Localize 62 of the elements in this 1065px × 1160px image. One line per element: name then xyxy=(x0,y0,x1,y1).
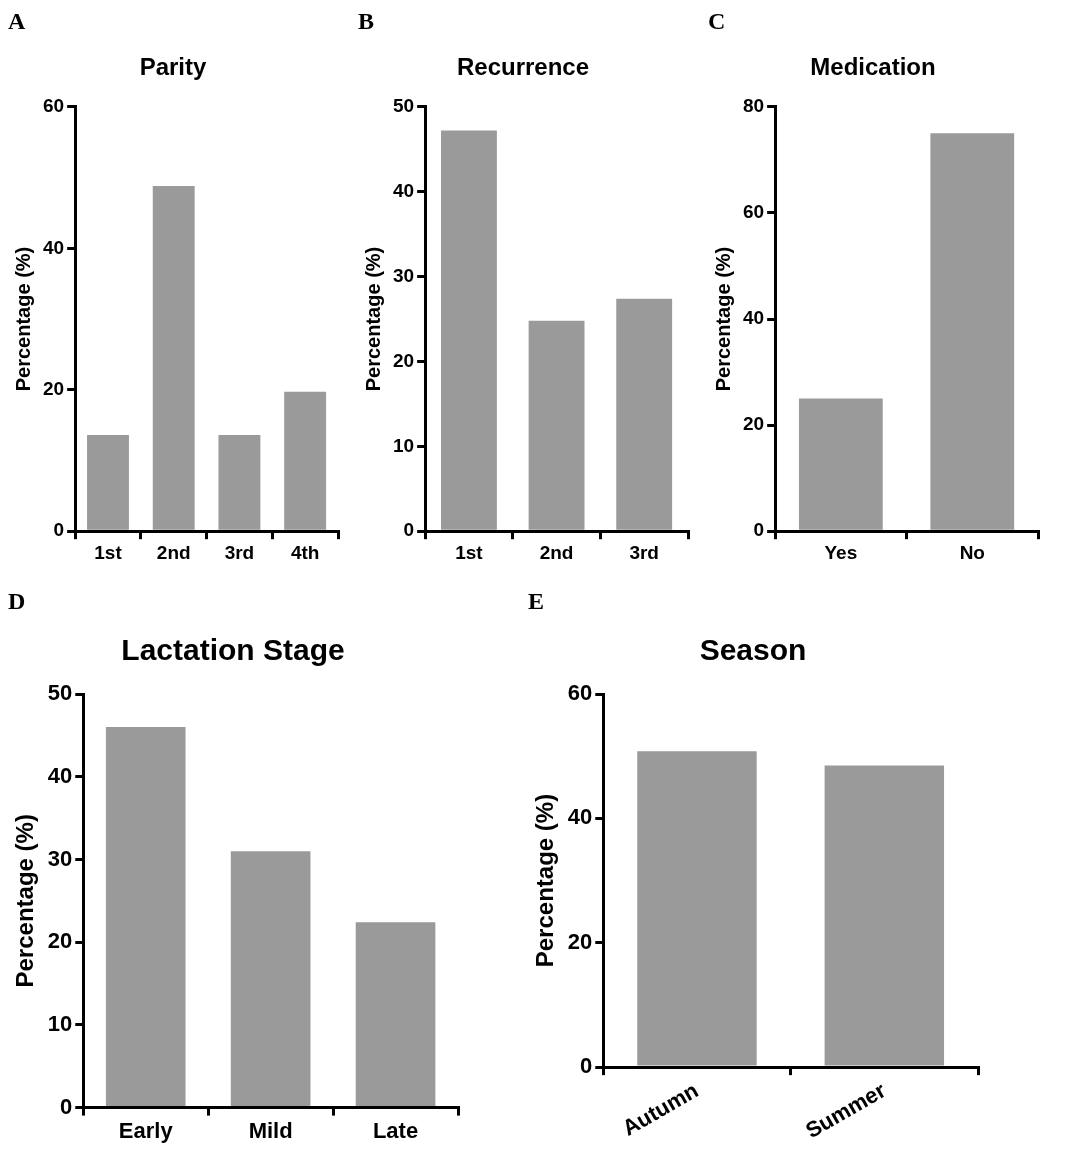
chart-title: Medication xyxy=(810,53,936,81)
text: D xyxy=(8,588,26,614)
y-tick-label: 20 xyxy=(567,928,593,954)
bar xyxy=(87,435,129,530)
y-tick-label: 30 xyxy=(392,264,415,286)
y-tick-label: 0 xyxy=(60,1093,73,1119)
y-tick-label: 40 xyxy=(567,804,593,830)
bar xyxy=(355,922,436,1107)
y-tick-label: 60 xyxy=(42,95,65,117)
y-tick-label: 0 xyxy=(53,519,65,541)
y-tick-label: 0 xyxy=(753,519,765,541)
x-tick-label: 4th xyxy=(290,541,320,563)
y-tick-label: 80 xyxy=(742,95,765,117)
bar xyxy=(284,391,327,530)
x-tick-label: 1st xyxy=(455,541,484,563)
x-tick-label: No xyxy=(959,541,985,563)
chart-title: Lactation Stage xyxy=(121,633,345,667)
x-tick-label: Late xyxy=(372,1117,419,1143)
y-tick-label: 50 xyxy=(47,680,73,706)
y-tick-label: 20 xyxy=(742,413,765,435)
y-axis-title: Percentage (%) xyxy=(361,246,384,392)
x-tick-label: 3rd xyxy=(224,541,255,563)
y-axis-title: Percentage (%) xyxy=(531,793,559,968)
y-tick-label: 40 xyxy=(742,307,765,329)
text: C xyxy=(708,8,726,34)
y-tick-label: 40 xyxy=(47,762,73,788)
y-tick-label: 60 xyxy=(742,201,765,223)
y-tick-label: 10 xyxy=(392,434,415,456)
y-tick-label: 20 xyxy=(42,377,65,399)
bar xyxy=(441,130,497,530)
bar xyxy=(152,186,195,530)
bar xyxy=(105,727,186,1107)
bar xyxy=(528,320,585,530)
text: E xyxy=(528,588,545,614)
x-tick-label: Mild xyxy=(248,1117,293,1143)
x-tick-label: Early xyxy=(118,1117,174,1143)
text: B xyxy=(358,8,375,34)
y-tick-label: 0 xyxy=(403,519,415,541)
bar xyxy=(230,851,311,1107)
chart-title: Season xyxy=(699,633,807,667)
y-tick-label: 40 xyxy=(42,236,65,258)
y-tick-label: 30 xyxy=(47,845,73,871)
y-tick-label: 20 xyxy=(47,928,73,954)
chart-title: Recurrence xyxy=(456,53,590,81)
y-tick-label: 20 xyxy=(392,349,415,371)
x-tick-label: 3rd xyxy=(629,541,659,563)
bar xyxy=(616,298,673,530)
y-tick-label: 0 xyxy=(580,1053,593,1079)
y-axis-title: Percentage (%) xyxy=(711,246,734,392)
x-tick-label: Yes xyxy=(824,541,858,563)
x-tick-label: 2nd xyxy=(156,541,191,563)
chart-title: Parity xyxy=(139,53,207,81)
text: A xyxy=(8,8,26,34)
bar xyxy=(218,435,261,530)
y-axis-title: Percentage (%) xyxy=(11,814,39,988)
y-axis-title: Percentage (%) xyxy=(11,246,34,392)
y-tick-label: 50 xyxy=(392,95,415,117)
y-tick-label: 60 xyxy=(567,680,593,706)
x-tick-label: 2nd xyxy=(539,541,574,563)
y-tick-label: 10 xyxy=(47,1010,73,1036)
x-tick-label: 1st xyxy=(94,541,123,563)
y-tick-label: 40 xyxy=(392,179,415,201)
